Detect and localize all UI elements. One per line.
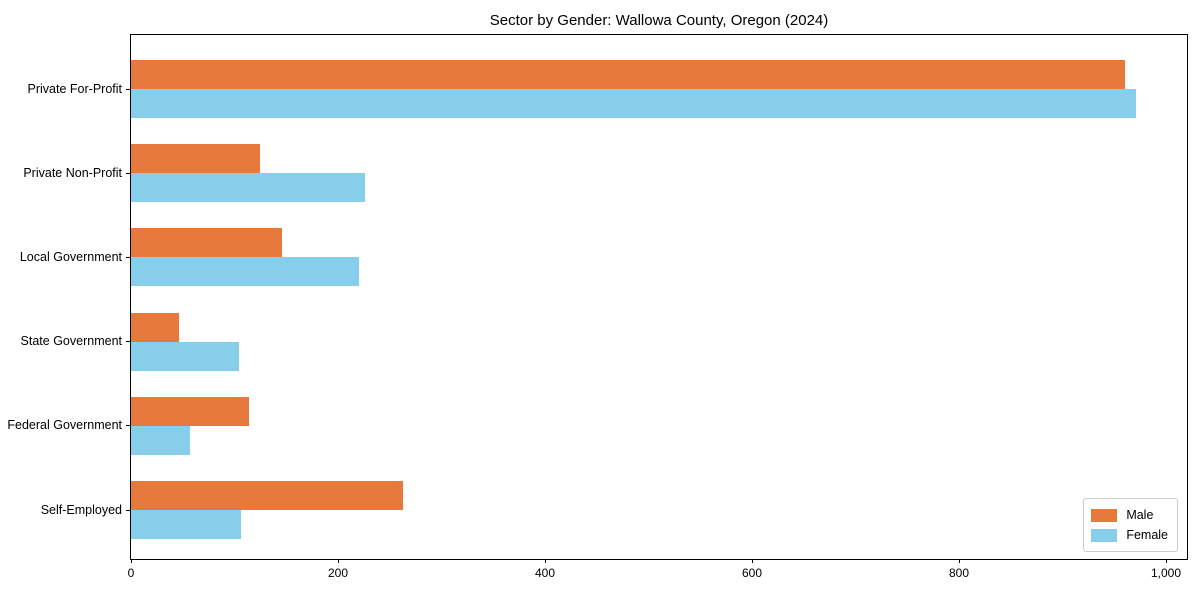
bar-male-self-employed: [131, 481, 404, 510]
legend: Male Female: [1083, 498, 1178, 552]
legend-swatch-female: [1091, 528, 1118, 542]
legend-swatch-male: [1091, 508, 1118, 522]
y-tick: [126, 256, 130, 258]
bar-female-private-non-profit: [131, 173, 365, 203]
legend-entry-female: Female: [1091, 525, 1168, 545]
legend-label-female: Female: [1126, 528, 1168, 542]
chart-title: Sector by Gender: Wallowa County, Oregon…: [489, 12, 829, 29]
x-tick: [545, 559, 546, 563]
x-tick-label: 400: [534, 566, 556, 580]
bar-male-state-government: [131, 312, 179, 342]
category-label: Local Government: [19, 249, 122, 264]
bar-male-private-non-profit: [131, 144, 261, 174]
y-tick: [126, 88, 130, 90]
bar-female-self-employed: [131, 510, 241, 539]
x-tick-label: 1,000: [1150, 566, 1182, 580]
category-label: Federal Government: [7, 418, 122, 433]
category-label: State Government: [20, 334, 122, 349]
legend-entry-male: Male: [1091, 505, 1168, 525]
bar-female-private-for-profit: [131, 89, 1136, 118]
category-label: Private Non-Profit: [23, 165, 122, 180]
x-tick-label: 600: [741, 566, 763, 580]
y-tick: [126, 425, 130, 427]
x-tick-label: 800: [948, 566, 970, 580]
legend-label-male: Male: [1126, 508, 1154, 522]
plot-area: Male Female Private For-Profit Private Non…: [7, 34, 1188, 580]
y-tick: [126, 341, 130, 343]
bar-male-private-for-profit: [131, 60, 1125, 89]
bar-female-federal-government: [131, 425, 190, 455]
x-tick: [1166, 559, 1167, 563]
x-tick: [131, 559, 132, 563]
category-label: Self-Employed: [40, 502, 122, 517]
bar-female-state-government: [131, 341, 239, 371]
y-tick: [126, 509, 130, 511]
x-tick: [338, 559, 339, 563]
x-tick: [752, 559, 753, 563]
bar-female-local-government: [131, 257, 359, 287]
x-tick-label: 0: [127, 566, 135, 580]
bar-male-local-government: [131, 228, 283, 258]
x-tick-label: 200: [327, 566, 349, 580]
bar-male-federal-government: [131, 396, 249, 426]
x-tick: [959, 559, 960, 563]
y-tick: [126, 172, 130, 174]
category-label: Private For-Profit: [27, 81, 122, 96]
